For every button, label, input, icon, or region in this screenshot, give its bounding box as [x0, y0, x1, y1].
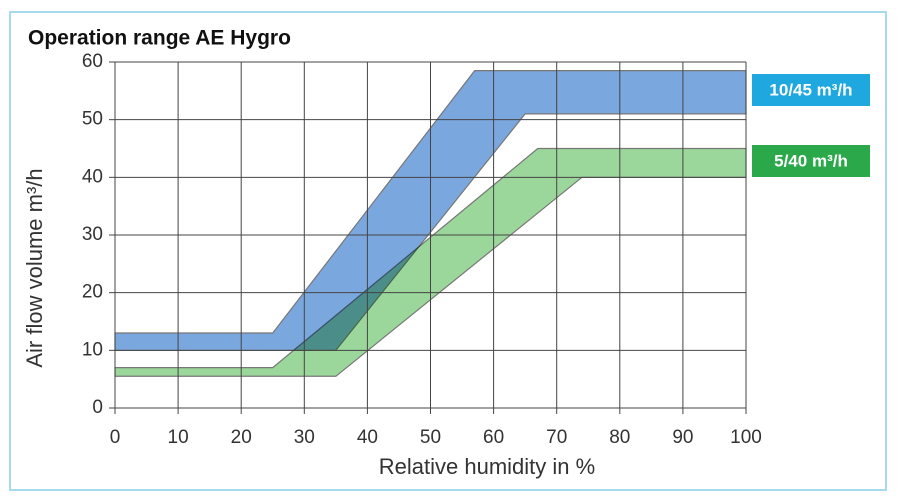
x-tick-label: 90	[672, 427, 693, 448]
x-tick-label: 10	[168, 427, 189, 448]
y-tick-label: 50	[82, 109, 103, 130]
legend-label: 10/45 m³/h	[769, 80, 852, 99]
x-axis-label: Relative humidity in %	[379, 454, 595, 479]
x-tick-label: 30	[294, 427, 315, 448]
chart-title: Operation range AE Hygro	[28, 27, 291, 50]
x-tick-label: 40	[357, 427, 378, 448]
legend-badge	[752, 145, 870, 177]
y-tick-label: 60	[82, 51, 103, 72]
y-tick-label: 20	[82, 282, 103, 303]
legend-item: 10/45 m³/h	[752, 74, 870, 106]
x-tick-label: 100	[730, 427, 762, 448]
x-tick-label: 70	[546, 427, 567, 448]
x-tick-label: 60	[483, 427, 504, 448]
legend-item: 5/40 m³/h	[752, 145, 870, 177]
y-tick-label: 0	[92, 397, 103, 418]
legend-label: 5/40 m³/h	[774, 151, 848, 170]
x-tick-label: 80	[609, 427, 630, 448]
legend-badge	[752, 74, 870, 106]
y-tick-label: 30	[82, 224, 103, 245]
y-axis-label: Air flow volume m³/h	[22, 168, 47, 367]
x-tick-label: 20	[231, 427, 252, 448]
x-tick-label: 0	[110, 427, 121, 448]
y-tick-label: 40	[82, 166, 103, 187]
x-tick-label: 50	[420, 427, 441, 448]
y-tick-label: 10	[82, 339, 103, 360]
